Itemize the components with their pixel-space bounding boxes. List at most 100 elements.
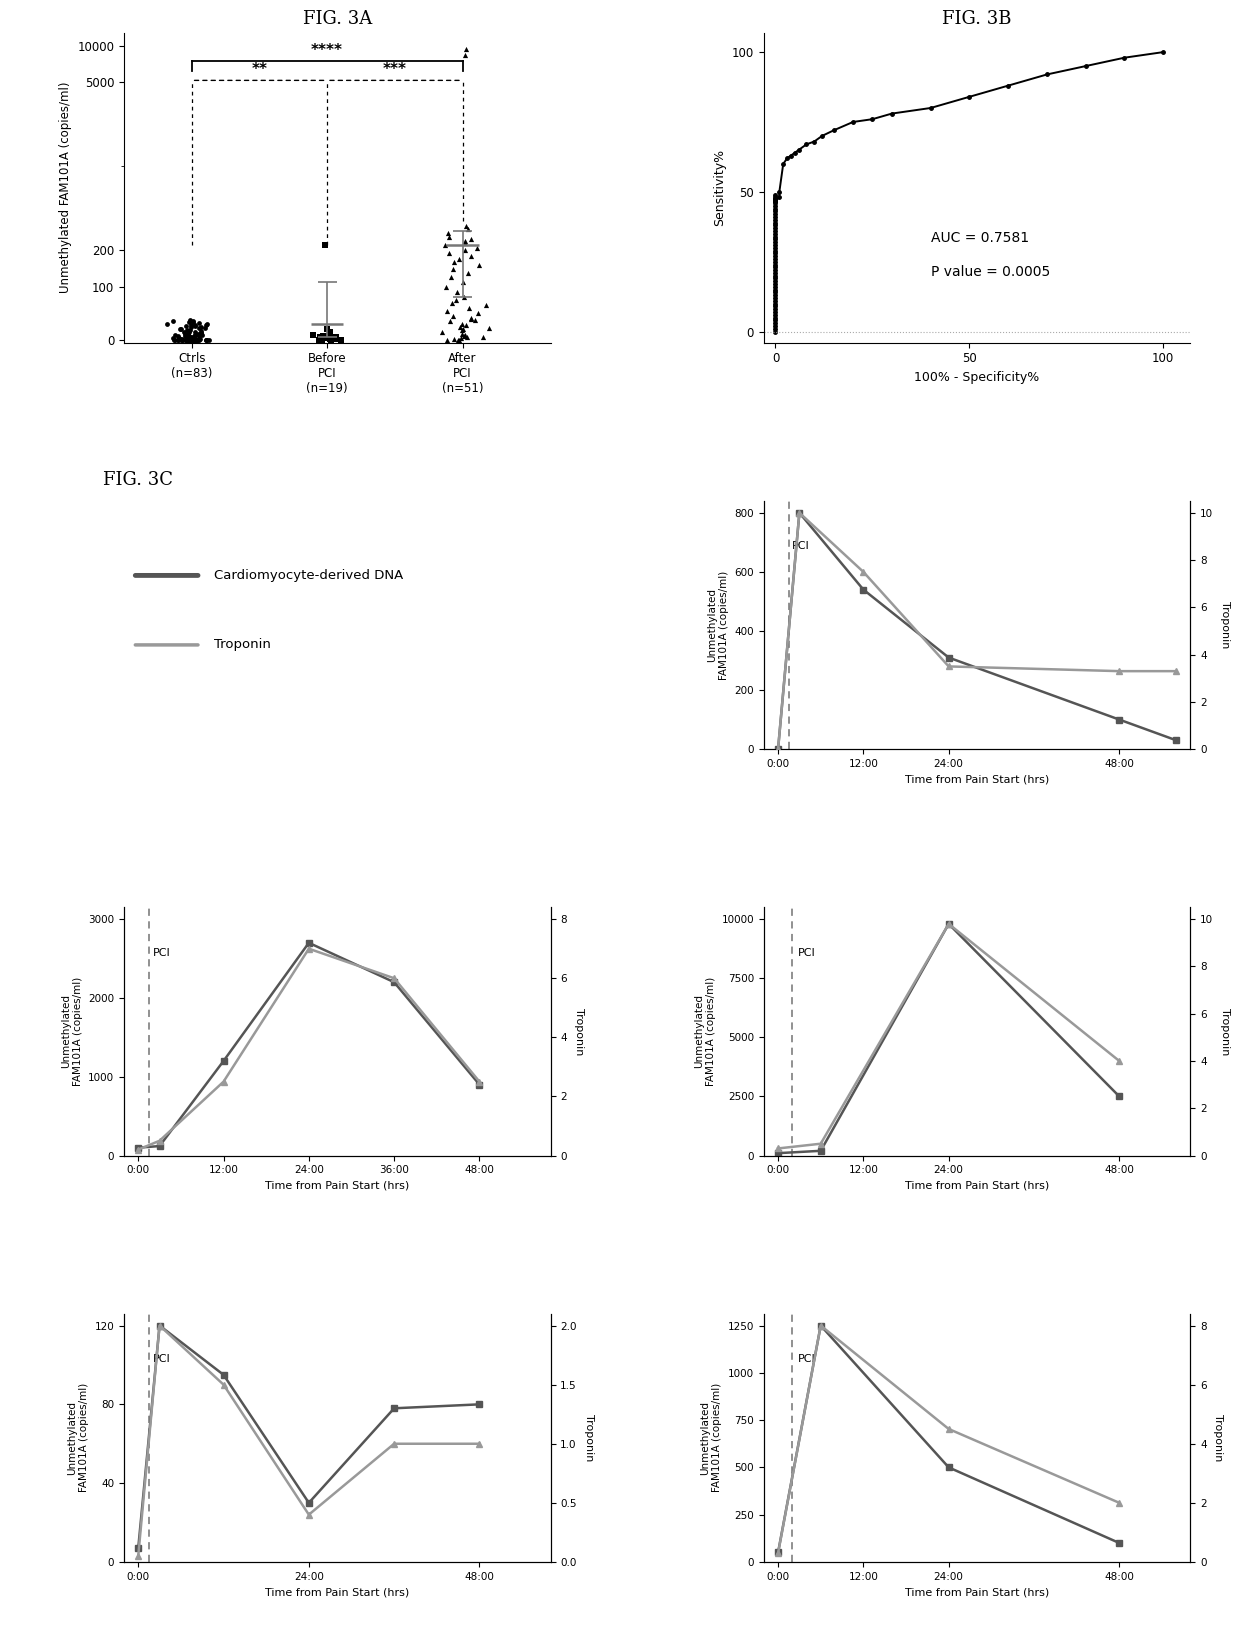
Point: [170, 316, 190, 342]
Point: [172, 327, 192, 353]
Point: [304, 322, 324, 348]
Point: [169, 325, 188, 351]
Point: [164, 327, 184, 353]
Point: [458, 324, 477, 350]
Point: [448, 327, 467, 353]
Point: [459, 216, 479, 242]
Point: [449, 246, 469, 272]
Point: [176, 327, 196, 353]
Point: [191, 314, 211, 340]
Point: [181, 327, 201, 353]
X-axis label: Time from Pain Start (hrs): Time from Pain Start (hrs): [905, 1588, 1049, 1598]
Point: [180, 327, 200, 353]
Point: [455, 322, 475, 348]
Point: [190, 325, 210, 351]
Point: [197, 327, 217, 353]
Point: [461, 242, 481, 268]
Y-axis label: Unmethylated
FAM101A (copies/ml): Unmethylated FAM101A (copies/ml): [694, 976, 715, 1087]
Text: PCI: PCI: [799, 947, 816, 958]
Point: [169, 327, 188, 353]
Y-axis label: Troponin: Troponin: [1220, 602, 1230, 649]
Point: [451, 325, 471, 351]
Point: [177, 327, 197, 353]
Text: PCI: PCI: [153, 947, 170, 958]
Point: [466, 234, 486, 260]
Point: [472, 324, 492, 350]
Point: [319, 325, 339, 351]
Point: [461, 226, 481, 252]
Point: [188, 327, 208, 353]
Point: [432, 319, 451, 345]
Point: [165, 327, 185, 353]
Point: [179, 321, 198, 347]
Y-axis label: Troponin: Troponin: [574, 1007, 584, 1056]
Point: [185, 322, 205, 348]
Point: [191, 321, 211, 347]
Point: [182, 327, 202, 353]
Point: [455, 229, 475, 255]
Point: [187, 321, 207, 347]
Point: [435, 233, 455, 259]
Point: [167, 324, 187, 350]
Y-axis label: Unmethylated
FAM101A (copies/ml): Unmethylated FAM101A (copies/ml): [67, 1383, 89, 1492]
Point: [322, 325, 342, 351]
Point: [444, 325, 464, 351]
Point: [185, 312, 205, 338]
Point: [185, 327, 205, 353]
Point: [440, 309, 460, 335]
Point: [171, 327, 191, 353]
Point: [448, 278, 467, 304]
Y-axis label: Troponin: Troponin: [584, 1414, 594, 1461]
Point: [312, 327, 332, 353]
Point: [176, 327, 196, 353]
Point: [180, 308, 200, 334]
Point: [455, 322, 475, 348]
Point: [165, 322, 185, 348]
Point: [181, 314, 201, 340]
Point: [187, 327, 207, 353]
Point: [449, 327, 469, 353]
Y-axis label: Sensitivity%: Sensitivity%: [713, 150, 727, 226]
Point: [185, 322, 205, 348]
Point: [453, 311, 472, 337]
Point: [190, 316, 210, 342]
Point: [454, 285, 474, 311]
Y-axis label: Unmethylated FAM101A (copies/ml): Unmethylated FAM101A (copies/ml): [58, 81, 72, 293]
Point: [179, 319, 198, 345]
Point: [190, 311, 210, 337]
Point: [185, 312, 205, 338]
Point: [443, 303, 463, 329]
Y-axis label: Unmethylated
FAM101A (copies/ml): Unmethylated FAM101A (copies/ml): [701, 1383, 722, 1492]
Title: FIG. 3B: FIG. 3B: [942, 10, 1012, 28]
Title: FIG. 3A: FIG. 3A: [303, 10, 372, 28]
Point: [320, 325, 340, 351]
Point: [177, 327, 197, 353]
Point: [169, 327, 188, 353]
Point: [331, 327, 351, 353]
Point: [180, 317, 200, 343]
Point: [184, 325, 203, 351]
Text: ****: ****: [311, 44, 343, 59]
Point: [314, 322, 334, 348]
Text: PCI: PCI: [153, 1354, 170, 1363]
Point: [181, 327, 201, 353]
Point: [459, 294, 479, 321]
Point: [461, 304, 481, 330]
Point: [186, 327, 206, 353]
Point: [461, 306, 481, 332]
Text: **: **: [252, 62, 268, 76]
Point: [172, 325, 192, 351]
Y-axis label: Unmethylated
FAM101A (copies/ml): Unmethylated FAM101A (copies/ml): [707, 571, 729, 680]
X-axis label: Time from Pain Start (hrs): Time from Pain Start (hrs): [265, 1588, 409, 1598]
Point: [200, 327, 219, 353]
Point: [164, 325, 184, 351]
Point: [455, 238, 475, 264]
Point: [439, 225, 459, 251]
X-axis label: 100% - Specificity%: 100% - Specificity%: [914, 371, 1040, 384]
Text: P value = 0.0005: P value = 0.0005: [930, 265, 1050, 278]
Point: [182, 327, 202, 353]
Point: [458, 260, 477, 286]
Y-axis label: Troponin: Troponin: [1214, 1414, 1224, 1461]
Point: [175, 322, 195, 348]
Point: [326, 324, 346, 350]
